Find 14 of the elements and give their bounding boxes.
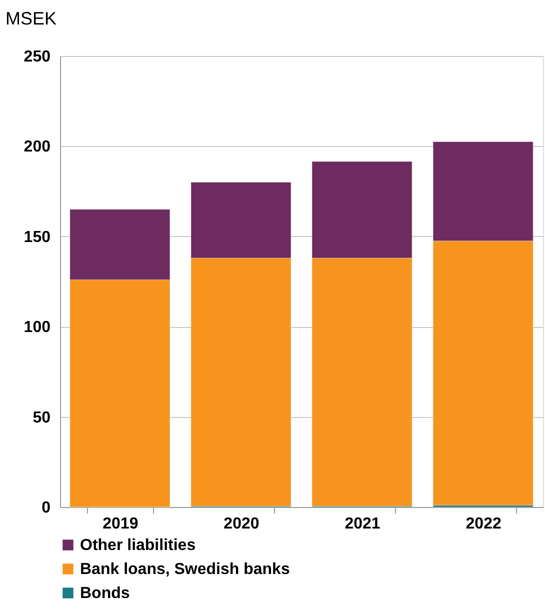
y-tick-label: 50	[32, 409, 51, 426]
y-axis-title: MSEK	[6, 8, 57, 28]
x-tick-label: 2021	[344, 516, 380, 532]
legend-label: Other liabilities	[80, 537, 196, 554]
y-tick-label: 0	[42, 500, 51, 516]
x-tick-label: 2020	[224, 516, 260, 532]
y-tick-label: 200	[24, 138, 51, 156]
legend-label: Bonds	[80, 585, 130, 602]
y-tick-label: 250	[24, 48, 51, 66]
x-tick-label: 2022	[466, 516, 502, 532]
legend-label: Bank loans, Swedish banks	[80, 561, 290, 578]
x-tick-label: 2019	[102, 516, 138, 532]
y-tick-label: 100	[24, 319, 51, 336]
y-tick-label: 150	[24, 228, 51, 246]
